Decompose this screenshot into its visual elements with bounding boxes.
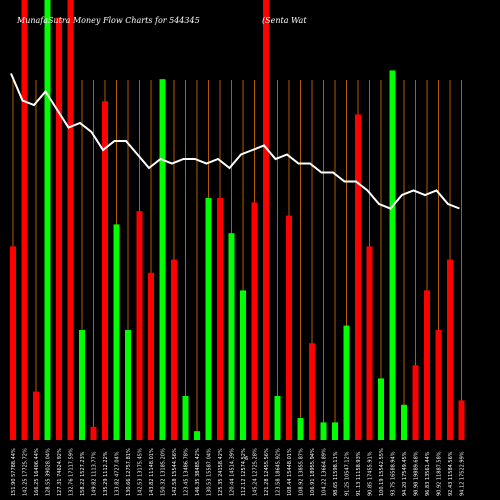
x-tick-label: 121.28 12455.56% [264,448,270,496]
money-flow-bar [56,17,62,440]
money-flow-bar [228,233,235,440]
x-tick-label: 104.22 13664.89% [322,448,328,496]
x-tick-label: 130.66 12757.81% [126,448,132,496]
money-flow-bar [33,391,39,440]
x-tick-label: 151.90 57788.44% [11,448,17,496]
money-flow-bar [286,215,292,440]
money-flow-bar [171,259,177,440]
x-tick-label: 142.25 17725.72% [23,448,29,496]
x-tick-label: 143.82 11148.01% [149,448,155,496]
x-tick-label: 166.25 16406.44% [34,448,40,496]
money-flow-bar [274,396,281,440]
x-tick-label: 158.22 1527.23% [80,451,86,496]
x-tick-label: 108.44 15448.01% [287,448,293,496]
money-flow-bar [217,198,223,440]
x-tick-label: 127.31 74624.92% [57,448,63,496]
x-tick-label: 98.65 11598.11% [333,451,339,496]
x-tick-label: 106.91 18955.94% [310,448,316,496]
x-tick-label: 108.92 13855.87% [299,448,305,496]
x-tick-label: 123.45 13486.78% [184,448,190,496]
money-flow-bar [44,0,51,440]
money-flow-bar [401,404,407,440]
x-tick-label: 130.53 15587.04% [207,448,213,496]
x-tick-label: 132.76 17117.59% [69,448,75,496]
x-tick-label: 120.44 14514.39% [230,448,236,496]
money-flow-bar [332,422,338,440]
money-flow-bar [412,365,419,440]
money-flow-bar [366,246,373,440]
x-tick-label: 90.92 11887.58% [437,451,443,496]
x-tick-label: 150.32 13185.20% [161,448,167,496]
x-tick-label: 128.55 39028.04% [46,448,52,496]
money-flow-bar [136,211,143,440]
money-flow-bar [458,400,465,440]
bar-series [10,0,465,441]
x-tick-label: 91.25 10547.12% [345,451,351,496]
money-flow-bar [194,431,200,440]
money-flow-bar [447,259,453,440]
x-tick-label: 135.29 1112.22% [103,451,109,496]
x-tick-label: 133.82 4727.04% [115,451,121,496]
money-flow-bar [320,422,327,440]
x-tick-label: 98.98 19889.68% [414,451,420,496]
price-line [10,73,460,210]
money-flow-bar [113,224,120,440]
money-flow-bar [205,198,212,440]
money-flow-bar [125,330,131,440]
money-flow-bar [67,0,74,440]
x-tick-label: 91.13 11158.93% [356,451,362,496]
money-flow-bar [435,330,442,440]
money-flow-bar [182,396,189,440]
x-tick-label: 94.20 17549.45% [402,451,408,496]
x-tick-label: 96.83 13561.44% [425,451,431,496]
money-flow-bar [389,70,396,441]
money-flow-bar [309,343,315,440]
x-tick-label: 90.85 17455.91% [368,451,374,496]
money-flow-bar [355,114,361,441]
money-flow-bar [343,325,350,440]
chart-title-left: MunafaSutra Money Flow Charts for 544345 [16,16,200,25]
money-flow-bar [378,378,384,440]
money-flow-bar [159,79,166,440]
x-tick-label: 112.12 12574.52% [241,448,247,496]
money-flow-bar [240,290,246,440]
money-flow-bar [102,101,108,440]
x-tick-label: 145.24 12725.28% [253,448,259,496]
money-flow-bar [90,426,97,440]
money-flow-bar [148,272,154,440]
money-flow-bar [424,290,430,440]
x-tick-label: 142.53 13175.45% [138,448,144,496]
money-flow-bar [297,418,304,440]
x-tick-label: 146.35 38485.42% [195,448,201,496]
chart-title-right: (Senta Wat [262,16,307,25]
x-tick-label: 94.12 17522.99% [460,451,466,496]
x-tick-label: 92.43 11584.56% [448,451,454,496]
x-tick-label: 93.75 16588.94% [391,451,397,496]
money-flow-bar [79,330,85,440]
x-axis-center-label: 6 [245,456,248,462]
x-tick-label: 125.35 24158.42% [218,448,224,496]
x-tick-label: 142.58 15544.56% [172,448,178,496]
money-flow-bar [21,0,28,440]
x-tick-label: 123.58 18645.92% [276,448,282,496]
x-tick-label: 100.19 15542.55% [379,448,385,496]
x-axis-labels: 151.90 57788.44% 142.25 17725.72% 166.25 1… [11,448,466,496]
money-flow-bar [263,0,269,440]
money-flow-bar [251,202,258,440]
money-flow-bar [10,246,16,440]
x-tick-label: 149.82 1113.77% [92,451,98,496]
